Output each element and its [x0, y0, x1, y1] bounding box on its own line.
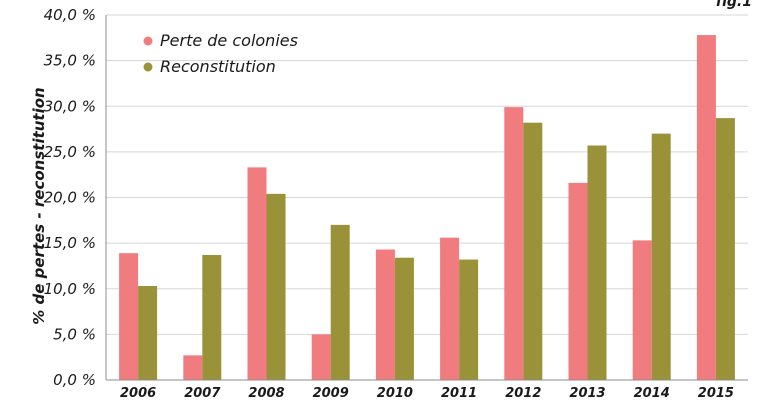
bar-perte-2015: [696, 35, 716, 380]
legend: Perte de colonies Reconstitution: [143, 31, 298, 76]
y-tick-label: 40,0 %: [44, 6, 96, 24]
bar-perte-2009: [311, 334, 331, 380]
legend-label: Reconstitution: [160, 57, 276, 76]
bar-perte-2006: [119, 253, 139, 380]
y-axis-title: % de pertes - reconstitution: [30, 87, 48, 324]
bar-perte-2011: [440, 237, 460, 380]
y-tick-label: 10,0 %: [44, 280, 96, 298]
bar-perte-2007: [183, 355, 203, 380]
bar-reconstitution-2008: [266, 193, 286, 380]
legend-marker: [143, 62, 153, 72]
y-tick-label: 20,0 %: [44, 189, 96, 207]
bar-reconstitution-2015: [715, 118, 735, 381]
bar-reconstitution-2007: [202, 254, 222, 380]
bar-perte-2014: [632, 240, 652, 380]
bar-reconstitution-2013: [587, 145, 607, 380]
bar-reconstitution-2011: [459, 259, 479, 380]
bar-reconstitution-2010: [394, 257, 414, 380]
x-tick-label: 2009: [313, 386, 349, 401]
figure-number: fig.1: [716, 0, 752, 10]
x-tick-label: 2007: [184, 386, 221, 401]
y-tick-label: 0,0 %: [53, 371, 96, 389]
x-tick-label: 2006: [120, 386, 156, 401]
legend-label: Perte de colonies: [160, 31, 298, 50]
x-tick-label: 2011: [441, 386, 477, 401]
x-axis-ticks: 2006 2007 2008 2009 2010 2011 2012 2013 2014 2015: [120, 386, 734, 401]
y-tick-label: 35,0 %: [44, 52, 96, 70]
y-tick-label: 15,0 %: [44, 234, 96, 252]
y-tick-label: 5,0 %: [53, 325, 96, 343]
bar-reconstitution-2014: [651, 133, 671, 380]
bar-reconstitution-2009: [330, 224, 350, 380]
y-tick-label: 30,0 %: [44, 97, 96, 115]
legend-marker: [143, 36, 153, 46]
x-tick-label: 2012: [505, 386, 541, 401]
bar-perte-2008: [247, 167, 267, 380]
bar-reconstitution-2006: [138, 286, 158, 380]
y-axis-ticks: 0,0 % 5,0 % 10,0 % 15,0 % 20,0 % 25,0 % 30,0 %…: [44, 6, 96, 389]
bar-reconstitution-2012: [523, 122, 543, 381]
x-tick-label: 2008: [248, 386, 284, 401]
bars: [119, 35, 735, 381]
bar-perte-2010: [375, 249, 395, 380]
x-tick-label: 2014: [634, 386, 670, 401]
x-tick-label: 2015: [698, 386, 734, 401]
x-tick-label: 2013: [569, 386, 605, 401]
bar-perte-2013: [568, 182, 588, 380]
x-tick-label: 2010: [377, 386, 413, 401]
bar-perte-2012: [504, 107, 524, 380]
y-tick-label: 25,0 %: [44, 143, 96, 161]
